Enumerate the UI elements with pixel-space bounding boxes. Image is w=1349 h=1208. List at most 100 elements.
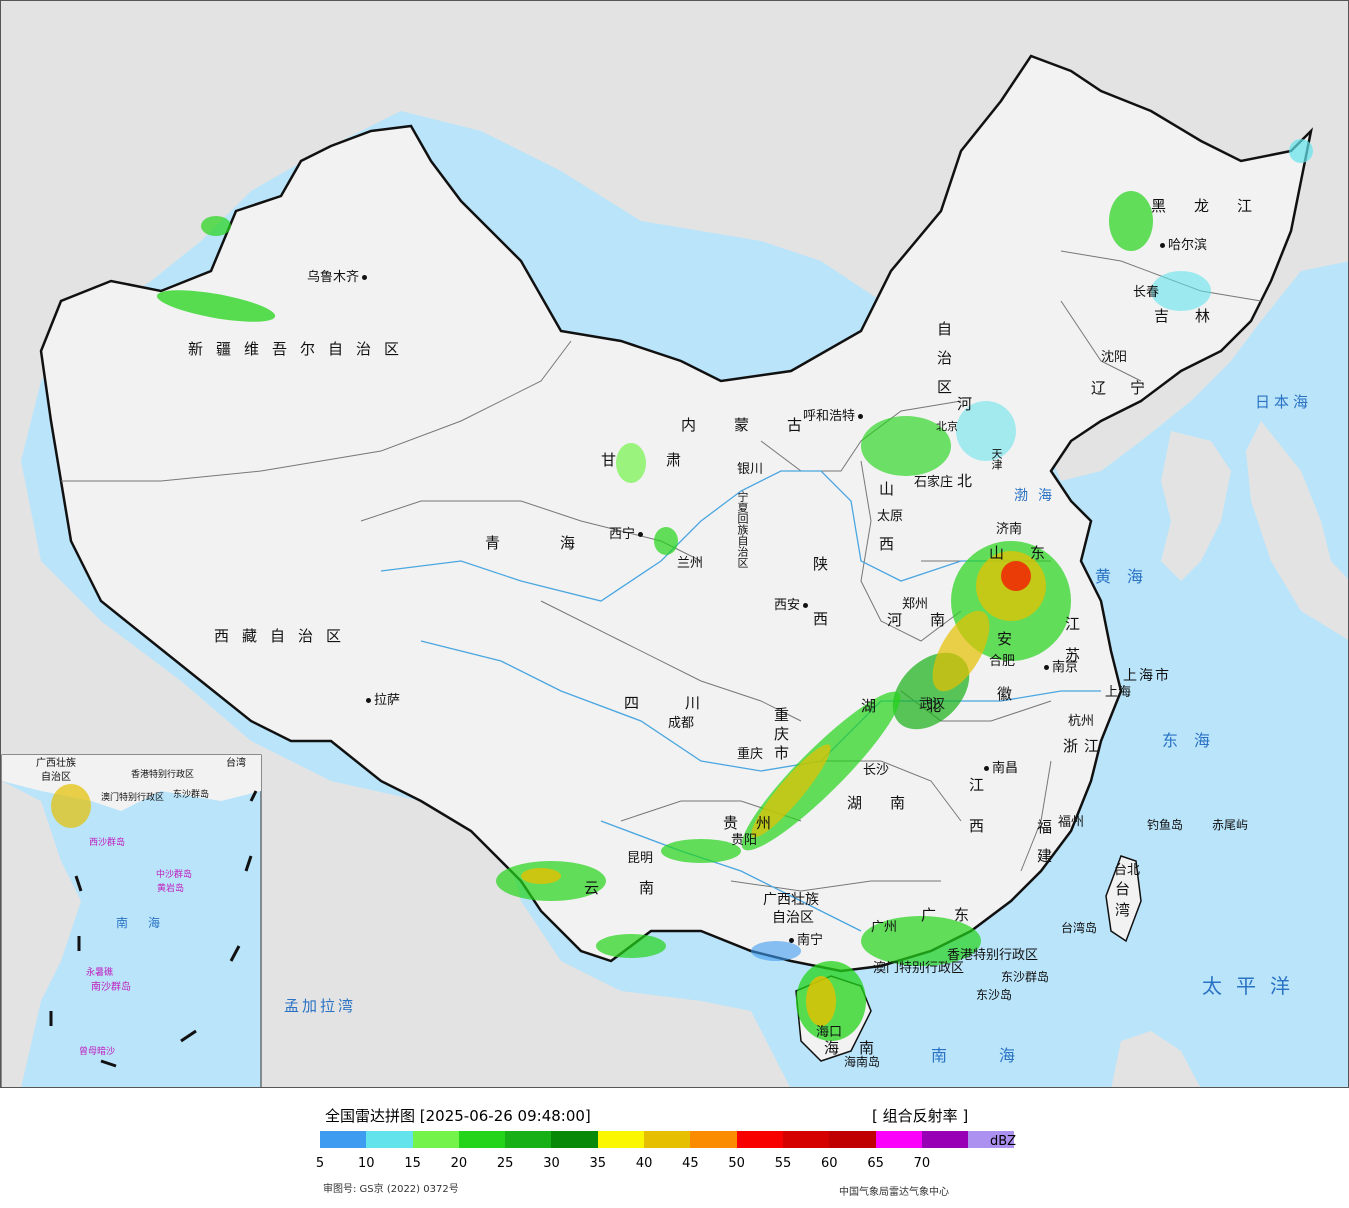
province-label-liaoning: 辽宁 bbox=[1091, 379, 1170, 397]
inset-echo bbox=[51, 784, 91, 828]
city-jinan: 济南 bbox=[996, 522, 1023, 537]
province-label-shanxi: 山西 bbox=[877, 481, 895, 591]
rivers bbox=[380, 470, 1101, 932]
legend-swatch bbox=[412, 1131, 459, 1148]
province-label-xizang: 西藏自治区 bbox=[214, 627, 355, 645]
map-canvas bbox=[1, 1, 1348, 1087]
legend-tick-label: 60 bbox=[821, 1156, 838, 1171]
inset-label-xisha: 西沙群岛 bbox=[89, 838, 126, 848]
city-nanning: 南宁 bbox=[786, 934, 823, 947]
legend-tick-label: 30 bbox=[543, 1156, 560, 1171]
city-xining: 西宁 bbox=[609, 528, 646, 541]
legend-tick-label: 20 bbox=[450, 1156, 468, 1171]
province-label-guizhou: 贵州 bbox=[723, 814, 790, 832]
province-label-hubei: 湖北 bbox=[861, 697, 992, 715]
legend-tick-label: 70 bbox=[913, 1156, 931, 1171]
city-zhengzhou: 郑州 bbox=[902, 597, 929, 612]
province-label-gansu: 甘肃 bbox=[601, 451, 732, 469]
province-label-tianjin: 天津 bbox=[990, 448, 1003, 470]
city-wuhan: 武汉 bbox=[919, 697, 946, 712]
island-dongsha: 东沙岛 bbox=[976, 988, 1013, 1002]
inset-label-zengmu: 曾母暗沙 bbox=[79, 1047, 116, 1057]
city-shanghai: 上海 bbox=[1105, 685, 1132, 700]
province-label-beijing: 北京 bbox=[936, 420, 958, 433]
sea-pacific: 太平洋 bbox=[1202, 974, 1304, 998]
city-hangzhou: 杭州 bbox=[1068, 714, 1095, 729]
legend-swatch bbox=[875, 1131, 922, 1148]
legend-panel: 全国雷达拼图 [2025-06-26 09:48:00] [ 组合反射率 ] d… bbox=[0, 1088, 1349, 1208]
philippines-land bbox=[1111, 1031, 1200, 1087]
legend-product: [ 组合反射率 ] bbox=[872, 1107, 969, 1125]
province-boundaries bbox=[61, 250, 1262, 892]
legend-tick-label: 45 bbox=[682, 1156, 699, 1171]
city-chongqing: 重庆 bbox=[737, 747, 764, 762]
city-guiyang: 贵阳 bbox=[731, 833, 758, 848]
inset-nine-dash-line bbox=[49, 790, 258, 1068]
inset-label-yongshu: 永暑礁 bbox=[86, 968, 114, 978]
province-label-taiwan: 台湾 bbox=[1113, 881, 1131, 923]
sea-yellow: 黄海 bbox=[1095, 567, 1160, 586]
city-guangzhou: 广州 bbox=[871, 920, 898, 935]
province-label-heilongjiang: 黑龙江 bbox=[1151, 197, 1281, 215]
china-land bbox=[39, 54, 1314, 973]
sea-south: 南海 bbox=[931, 1046, 1068, 1065]
city-kunming: 昆明 bbox=[627, 851, 654, 866]
island-hainan: 海南岛 bbox=[844, 1055, 881, 1069]
province-label-jiangxi: 江西 bbox=[967, 777, 985, 859]
inset-label-nansha: 南沙群岛 bbox=[91, 982, 131, 993]
inset-label-macao: 澳门特别行政区 bbox=[101, 793, 165, 803]
island-chiwei: 赤尾屿 bbox=[1212, 818, 1249, 832]
province-label-hunan: 湖南 bbox=[847, 794, 934, 812]
inset-label-huangyan: 黄岩岛 bbox=[157, 884, 185, 894]
island-dongsha-group: 东沙群岛 bbox=[1001, 970, 1050, 984]
legend-swatch bbox=[597, 1131, 645, 1148]
inset-label-dongsha: 东沙群岛 bbox=[173, 790, 210, 800]
province-label-hainan: 海南 bbox=[824, 1039, 895, 1057]
taiwan-island-shape bbox=[1105, 855, 1142, 943]
city-macao: 澳门特别行政区 bbox=[873, 961, 965, 976]
city-shenyang: 沈阳 bbox=[1101, 350, 1128, 365]
island-taiwan: 台湾岛 bbox=[1061, 921, 1098, 935]
sea-bohai: 渤海 bbox=[1014, 488, 1062, 504]
inset-label-zhongsha: 中沙群岛 bbox=[156, 870, 193, 880]
inset-label-guangxi: 广西壮族 bbox=[36, 758, 76, 769]
city-urumqi: 乌鲁木齐 bbox=[307, 271, 370, 284]
city-hefei: 合肥 bbox=[989, 654, 1016, 669]
city-nanchang: 南昌 bbox=[981, 762, 1018, 775]
legend-color-bar bbox=[320, 1131, 1015, 1148]
province-label-yunnan: 云南 bbox=[584, 879, 695, 897]
radar-map: 新疆维吾尔自治区 西藏自治区 青海 内蒙古 自治区 黑龙江 吉林 辽宁 河北 山… bbox=[0, 0, 1349, 1088]
province-label-henan: 河南 bbox=[887, 611, 974, 629]
sea-east: 东海 bbox=[1162, 731, 1227, 750]
inset-vietnam bbox=[2, 781, 81, 1087]
province-label-guangxi-zizhiqu: 自治区 bbox=[772, 910, 814, 926]
legend-swatch bbox=[782, 1131, 830, 1148]
city-shijiazhuang: 石家庄 bbox=[914, 475, 954, 490]
legend-title: 全国雷达拼图 [2025-06-26 09:48:00] bbox=[325, 1107, 591, 1125]
island-diaoyu: 钓鱼岛 bbox=[1147, 818, 1184, 832]
legend-swatch bbox=[505, 1131, 552, 1148]
legend-swatch bbox=[736, 1131, 783, 1148]
legend-tick-label: 5 bbox=[315, 1156, 325, 1171]
source-credit: 中国气象局雷达气象中心 bbox=[839, 1187, 949, 1198]
legend-tick-label: 40 bbox=[635, 1156, 653, 1171]
city-changsha: 长沙 bbox=[863, 763, 890, 778]
province-label-neimenggu-zizhiqu: 自治区 bbox=[935, 321, 953, 408]
legend-tick-label: 50 bbox=[728, 1156, 745, 1171]
province-label-shaanxi: 陕西 bbox=[811, 556, 829, 666]
province-label-zhejiang: 浙江 bbox=[1063, 737, 1106, 755]
legend-swatch bbox=[366, 1131, 413, 1148]
inset-label-nanhai: 南海 bbox=[116, 916, 181, 930]
city-lanzhou: 兰州 bbox=[677, 556, 704, 571]
city-harbin: 哈尔滨 bbox=[1157, 239, 1207, 252]
legend-tick-label: 25 bbox=[496, 1156, 514, 1171]
province-label-ningxia: 宁夏回族自治区 bbox=[736, 491, 749, 568]
province-label-anhui: 安徽 bbox=[995, 631, 1013, 741]
city-yinchuan: 银川 bbox=[737, 462, 764, 477]
province-label-guangxi: 广西壮族 bbox=[763, 892, 819, 908]
province-label-shandong: 山东 bbox=[989, 544, 1072, 562]
province-label-jiangsu: 江苏 bbox=[1063, 616, 1081, 678]
province-label-sichuan: 四川 bbox=[624, 694, 747, 712]
city-fuzhou: 福州 bbox=[1058, 815, 1085, 830]
city-lhasa: 拉萨 bbox=[363, 694, 400, 707]
